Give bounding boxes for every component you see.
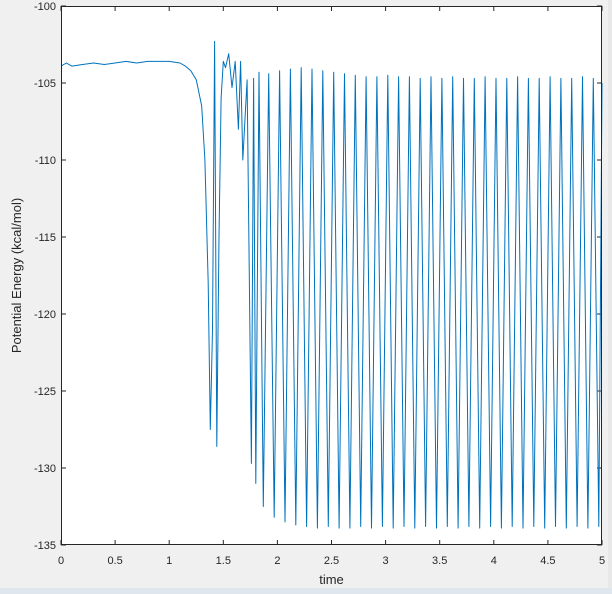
y-tick-label: -120 (34, 309, 56, 321)
x-tick-label: 0 (58, 555, 64, 567)
y-tick-label: -115 (35, 232, 56, 244)
x-tick-label: 1.5 (216, 555, 231, 567)
x-tick-label: 3 (383, 555, 389, 567)
x-tick-label: 4.5 (540, 555, 555, 567)
y-tick-label: -105 (34, 78, 56, 90)
x-tick-label: 1 (166, 555, 172, 567)
window-bottom-edge (0, 588, 612, 594)
x-tick-label: 3.5 (432, 555, 447, 567)
y-tick-label: -135 (34, 540, 56, 552)
y-tick-labels: -135 -130 -125 -120 -115 -110 -105 -100 (34, 1, 56, 552)
y-tick-label: -130 (34, 463, 56, 475)
y-axis-title: Potential Energy (kcal/mol) (9, 198, 24, 353)
x-tick-label: 5 (599, 555, 605, 567)
series-line-potential-energy (60, 40, 603, 529)
x-tick-label: 0.5 (107, 555, 122, 567)
x-tick-label: 2.5 (324, 555, 339, 567)
x-tick-label: 2 (274, 555, 280, 567)
x-tick-labels: 0 0.5 1 1.5 2 2.5 3 3.5 4 4.5 5 (58, 555, 605, 567)
y-tick-label: -125 (34, 386, 56, 398)
axes-box (61, 6, 602, 545)
y-tick-label: -100 (34, 1, 56, 13)
y-tick-label: -110 (35, 155, 56, 167)
x-tick-label: 4 (491, 555, 497, 567)
window-right-edge (608, 0, 612, 588)
x-axis-title: time (319, 572, 344, 587)
